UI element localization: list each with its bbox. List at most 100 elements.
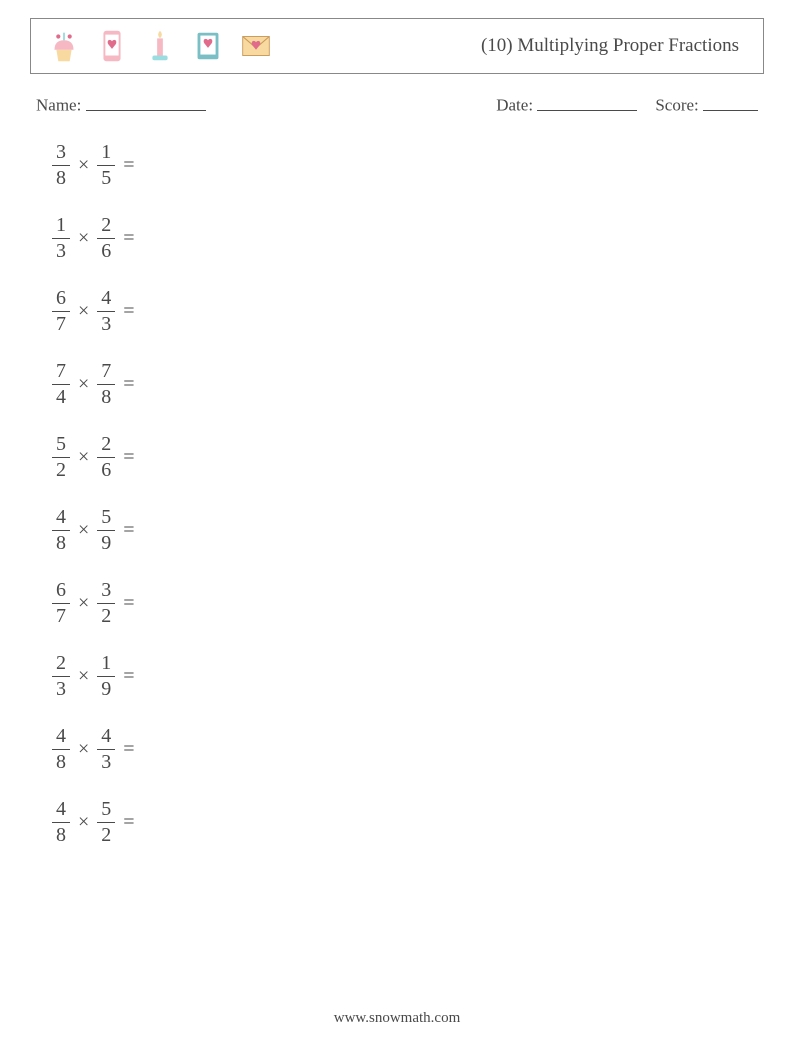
worksheet-title: (10) Multiplying Proper Fractions: [481, 35, 749, 57]
multiply-operator: ×: [70, 154, 97, 177]
numerator: 4: [54, 799, 68, 820]
numerator: 2: [99, 434, 113, 455]
multiply-operator: ×: [70, 446, 97, 469]
equals-sign: =: [115, 592, 134, 615]
name-blank[interactable]: [86, 92, 206, 111]
denominator: 2: [99, 825, 113, 846]
fraction-bar: [97, 822, 115, 823]
fraction-bar: [52, 384, 70, 385]
fraction-a: 48: [52, 799, 70, 846]
problem-row: 52×26=: [52, 434, 764, 481]
info-row: Name: Date: Score:: [36, 92, 758, 116]
denominator: 3: [99, 314, 113, 335]
fraction-bar: [52, 822, 70, 823]
denominator: 8: [54, 825, 68, 846]
problem-row: 67×43=: [52, 288, 764, 335]
date-label: Date:: [496, 96, 533, 115]
multiply-operator: ×: [70, 665, 97, 688]
equals-sign: =: [115, 738, 134, 761]
multiply-operator: ×: [70, 519, 97, 542]
multiply-operator: ×: [70, 300, 97, 323]
denominator: 7: [54, 314, 68, 335]
date-field: Date:: [496, 92, 637, 116]
numerator: 5: [54, 434, 68, 455]
envelope-icon: [237, 27, 275, 65]
score-field: Score:: [655, 92, 758, 116]
fraction-a: 38: [52, 142, 70, 189]
denominator: 6: [99, 460, 113, 481]
fraction-a: 23: [52, 653, 70, 700]
problem-row: 48×59=: [52, 507, 764, 554]
fraction-bar: [52, 749, 70, 750]
equals-sign: =: [115, 227, 134, 250]
numerator: 5: [99, 507, 113, 528]
multiply-operator: ×: [70, 811, 97, 834]
denominator: 8: [54, 752, 68, 773]
fraction-bar: [97, 238, 115, 239]
numerator: 4: [99, 726, 113, 747]
fraction-bar: [52, 457, 70, 458]
fraction-b: 26: [97, 434, 115, 481]
fraction-bar: [52, 530, 70, 531]
equals-sign: =: [115, 154, 134, 177]
denominator: 8: [54, 533, 68, 554]
problem-row: 48×52=: [52, 799, 764, 846]
fraction-b: 43: [97, 726, 115, 773]
score-label: Score:: [655, 96, 698, 115]
date-blank[interactable]: [537, 92, 637, 111]
denominator: 3: [54, 241, 68, 262]
problem-row: 23×19=: [52, 653, 764, 700]
fraction-bar: [97, 676, 115, 677]
fraction-bar: [52, 311, 70, 312]
icon-strip: [45, 27, 275, 65]
numerator: 4: [54, 726, 68, 747]
equals-sign: =: [115, 665, 134, 688]
footer-link[interactable]: www.snowmath.com: [0, 1010, 794, 1027]
candle-icon: [141, 27, 179, 65]
numerator: 3: [99, 580, 113, 601]
name-label: Name:: [36, 96, 81, 115]
numerator: 6: [54, 288, 68, 309]
numerator: 1: [99, 653, 113, 674]
numerator: 7: [99, 361, 113, 382]
fraction-a: 74: [52, 361, 70, 408]
numerator: 7: [54, 361, 68, 382]
denominator: 4: [54, 387, 68, 408]
fraction-bar: [97, 603, 115, 604]
fraction-b: 19: [97, 653, 115, 700]
denominator: 5: [99, 168, 113, 189]
fraction-bar: [97, 165, 115, 166]
numerator: 2: [54, 653, 68, 674]
denominator: 3: [54, 679, 68, 700]
problem-row: 48×43=: [52, 726, 764, 773]
fraction-a: 13: [52, 215, 70, 262]
numerator: 2: [99, 215, 113, 236]
score-blank[interactable]: [703, 92, 758, 111]
numerator: 4: [54, 507, 68, 528]
equals-sign: =: [115, 811, 134, 834]
fraction-bar: [97, 530, 115, 531]
fraction-bar: [52, 603, 70, 604]
denominator: 8: [99, 387, 113, 408]
numerator: 5: [99, 799, 113, 820]
fraction-a: 48: [52, 726, 70, 773]
fraction-b: 78: [97, 361, 115, 408]
fraction-b: 59: [97, 507, 115, 554]
fraction-bar: [52, 676, 70, 677]
fraction-bar: [97, 311, 115, 312]
fraction-b: 43: [97, 288, 115, 335]
denominator: 9: [99, 533, 113, 554]
worksheet-page: (10) Multiplying Proper Fractions Name: …: [0, 0, 794, 846]
phone-icon: [93, 27, 131, 65]
denominator: 9: [99, 679, 113, 700]
fraction-b: 32: [97, 580, 115, 627]
fraction-b: 26: [97, 215, 115, 262]
problem-row: 13×26=: [52, 215, 764, 262]
fraction-bar: [52, 165, 70, 166]
fraction-a: 67: [52, 580, 70, 627]
multiply-operator: ×: [70, 738, 97, 761]
fraction-b: 15: [97, 142, 115, 189]
numerator: 1: [54, 215, 68, 236]
denominator: 2: [99, 606, 113, 627]
denominator: 6: [99, 241, 113, 262]
